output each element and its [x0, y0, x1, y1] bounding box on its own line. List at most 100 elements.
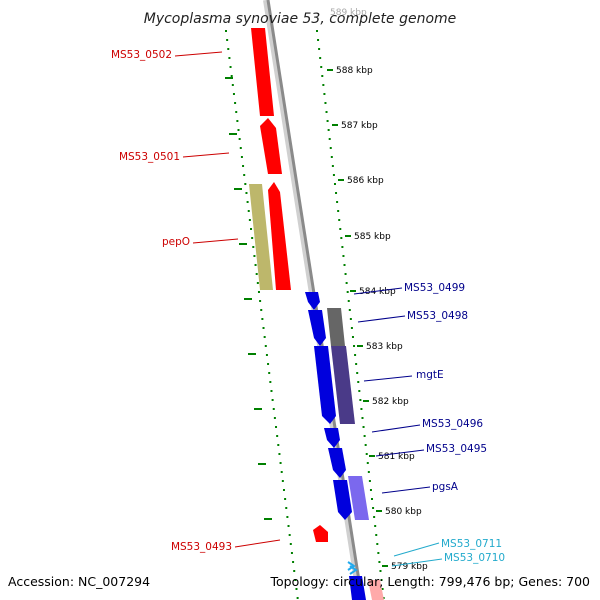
guide-dot — [378, 561, 381, 563]
guide-dot — [245, 192, 248, 194]
guide-dot — [237, 129, 240, 131]
guide-dot — [226, 39, 229, 41]
guide-dot — [236, 120, 239, 122]
guide-dot — [376, 543, 379, 545]
guide-dot — [292, 561, 295, 563]
guide-dot — [341, 246, 344, 248]
guide-dot — [343, 264, 346, 266]
guide-dot — [366, 462, 369, 464]
guide-dot — [356, 372, 359, 374]
gene-ms53-0498 — [308, 310, 326, 346]
guide-dot — [333, 183, 336, 185]
guide-dot — [338, 219, 341, 221]
gene-label: MS53_0502 — [111, 49, 172, 61]
guide-dot — [319, 57, 322, 59]
tick-label: 585 kbp — [354, 232, 391, 242]
guide-dot — [354, 354, 357, 356]
guide-dot — [316, 30, 318, 32]
guide-dot — [326, 120, 329, 122]
guide-dot — [260, 309, 263, 311]
guide-dot — [349, 318, 352, 320]
guide-dot — [382, 597, 385, 599]
guide-dot — [359, 399, 362, 401]
guide-dot — [329, 147, 332, 149]
map-title: Mycoplasma synoviae 53, complete genome — [144, 11, 457, 27]
guide-dot — [362, 426, 365, 428]
guide-dot — [286, 516, 289, 518]
gene-ms53-0710 — [349, 565, 358, 575]
guide-dot — [339, 228, 342, 230]
label-leader-line — [375, 449, 425, 457]
tick-label: 580 kbp — [385, 507, 422, 517]
label-leader-line — [192, 238, 239, 244]
guide-dot — [252, 246, 255, 248]
guide-dot — [257, 291, 260, 293]
guide-dot — [368, 480, 371, 482]
gene-mgte-slate — [331, 346, 355, 424]
guide-dot — [267, 363, 270, 365]
guide-dot — [227, 48, 230, 50]
guide-dot — [296, 597, 299, 599]
guide-dot — [348, 309, 351, 311]
guide-dot — [353, 345, 356, 347]
guide-dot — [278, 453, 281, 455]
gene-bottom-pink — [368, 580, 384, 600]
guide-dot — [243, 174, 246, 176]
gene-label: pgsA — [432, 481, 459, 493]
guide-dot — [358, 390, 361, 392]
gene-label: MS53_0496 — [422, 418, 483, 430]
guide-dot — [322, 84, 325, 86]
guide-dot — [255, 273, 258, 275]
gene-ms53-0499 — [305, 292, 320, 310]
guide-dot — [295, 588, 298, 590]
guide-dot — [248, 219, 251, 221]
guide-dot — [289, 543, 292, 545]
guide-dot — [335, 192, 338, 194]
dotted-guide-rings — [225, 30, 385, 599]
gene-label: MS53_0501 — [119, 151, 180, 163]
gene-mgte — [314, 346, 336, 424]
guide-dot — [344, 273, 347, 275]
label-leader-line — [363, 375, 413, 382]
guide-dot — [290, 552, 293, 554]
guide-dot — [240, 156, 243, 158]
guide-dot — [367, 471, 370, 473]
guide-dot — [321, 75, 324, 77]
gene-label: MS53_0498 — [407, 310, 468, 322]
guide-dot — [263, 336, 266, 338]
guide-dot — [369, 489, 372, 491]
guide-dot — [351, 336, 354, 338]
tick-label: 579 kbp — [391, 562, 428, 572]
guide-dot — [253, 255, 256, 257]
guide-dot — [360, 408, 363, 410]
guide-dot — [317, 39, 320, 41]
guide-dot — [332, 174, 335, 176]
guide-dot — [363, 435, 366, 437]
guide-dot — [294, 579, 297, 581]
guide-dot — [246, 201, 249, 203]
guide-dot — [340, 237, 343, 239]
guide-dot — [282, 489, 285, 491]
guide-dot — [318, 48, 321, 50]
guide-dot — [271, 399, 274, 401]
guide-dot — [272, 408, 275, 410]
gene-label: MS53_0710 — [444, 552, 505, 564]
guide-dot — [373, 516, 376, 518]
guide-dot — [270, 390, 273, 392]
guide-dot — [323, 93, 326, 95]
gene-label: pepO — [162, 236, 190, 248]
guide-dot — [342, 255, 345, 257]
gene-label: MS53_0495 — [426, 443, 487, 455]
guide-dot — [337, 210, 340, 212]
tick-label: 582 kbp — [372, 397, 409, 407]
guide-dot — [320, 66, 323, 68]
guide-dot — [377, 552, 380, 554]
guide-dot — [254, 264, 257, 266]
guide-dot — [327, 129, 330, 131]
gene-label: MS53_0711 — [441, 538, 502, 550]
guide-dot — [347, 300, 350, 302]
gene-ms53-0711 — [347, 561, 356, 571]
guide-dot — [324, 102, 327, 104]
tick-label: 583 kbp — [366, 342, 403, 352]
